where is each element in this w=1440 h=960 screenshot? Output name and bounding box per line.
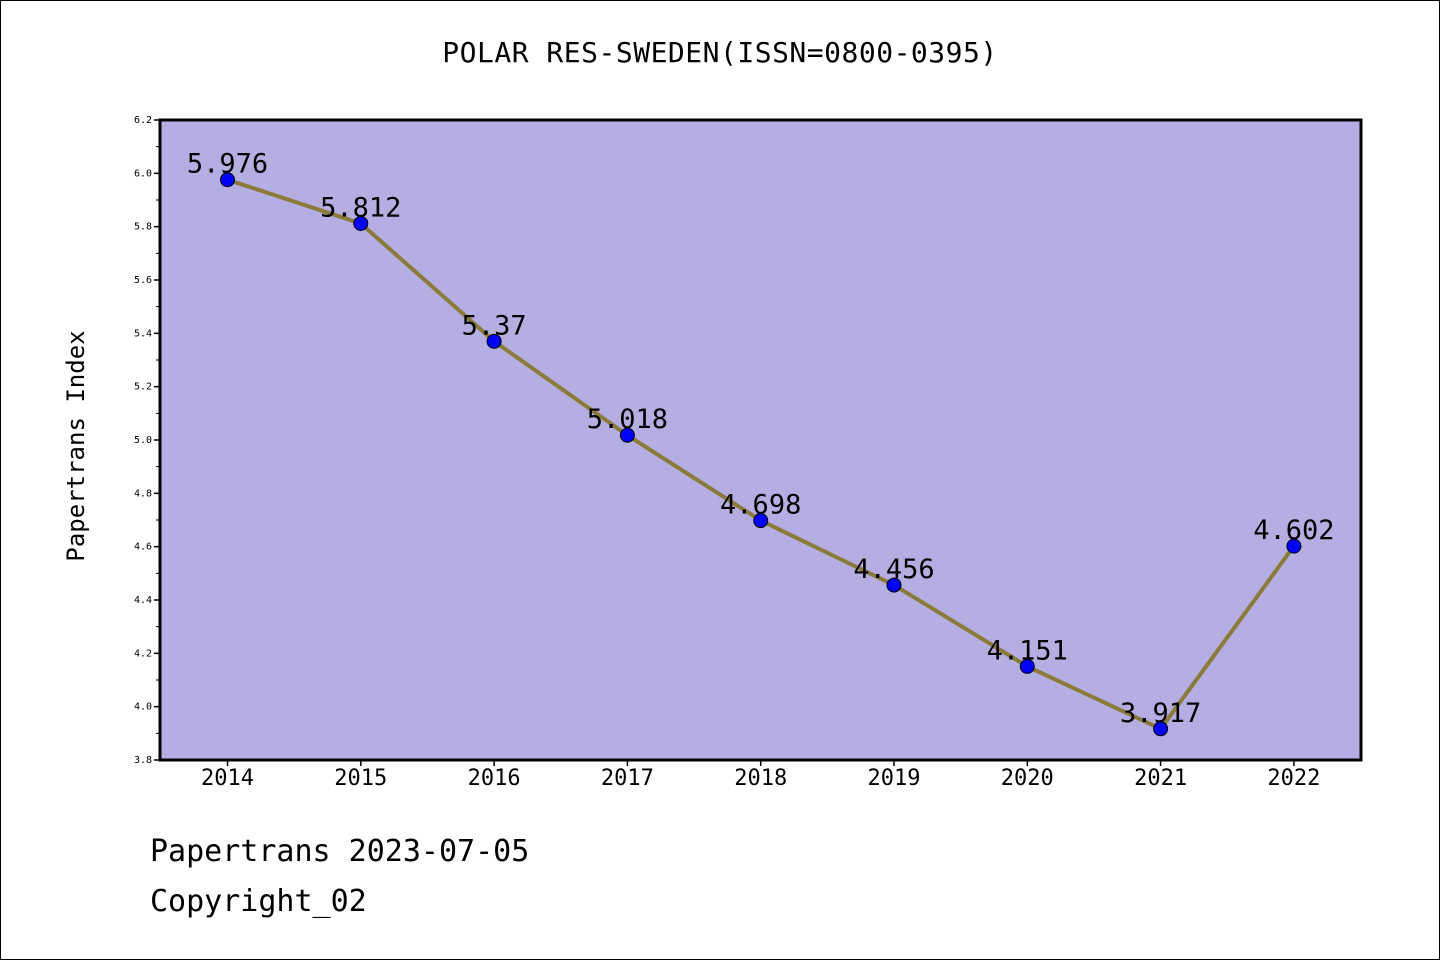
data-label: 4.151 [987, 635, 1068, 666]
y-tick-label: 5.6 [134, 275, 152, 286]
data-point [1019, 658, 1035, 674]
y-tick-label: 4.8 [134, 488, 152, 499]
data-label: 4.456 [853, 554, 934, 585]
plot-area [158, 118, 1363, 762]
data-point [619, 427, 635, 443]
y-tick-label: 4.2 [134, 648, 152, 659]
y-tick-label: 5.0 [134, 435, 152, 446]
data-label: 5.976 [187, 149, 268, 180]
x-tick-label: 2016 [468, 766, 521, 791]
y-tick-label: 5.2 [134, 382, 152, 393]
data-point [486, 333, 502, 349]
y-axis: 3.8 4.0 4.2 4.4 4.6 4.8 5.0 5.2 5.4 5.6 5.8 6.0 6.2 [134, 115, 160, 766]
x-tick-label: 2017 [601, 766, 654, 791]
x-tick-label: 2018 [734, 766, 787, 791]
data-label: 5.018 [587, 404, 668, 435]
y-tick-label: 6.0 [134, 168, 152, 179]
y-tick-label: 6.2 [134, 115, 152, 126]
data-label: 3.917 [1120, 698, 1201, 729]
footer-copyright: Copyright_02 [150, 884, 367, 919]
y-axis-label: Papertrans Index [62, 330, 90, 561]
y-tick-label: 5.8 [134, 222, 152, 233]
data-label: 4.602 [1253, 515, 1334, 546]
x-tick-label: 2015 [334, 766, 387, 791]
y-tick-label: 5.4 [134, 328, 152, 339]
y-tick-label: 4.4 [134, 595, 152, 606]
x-tick-label: 2022 [1267, 766, 1320, 791]
x-tick-label: 2014 [201, 766, 254, 791]
y-tick-label: 4.0 [134, 702, 152, 713]
data-point [886, 577, 902, 593]
x-tick-label: 2020 [1001, 766, 1054, 791]
data-label: 5.812 [320, 192, 401, 223]
data-point [220, 172, 235, 188]
x-tick-label: 2019 [868, 766, 921, 791]
y-tick-label: 3.8 [134, 755, 152, 766]
data-point [1286, 538, 1302, 554]
data-point [753, 513, 769, 529]
data-label: 5.37 [462, 310, 527, 341]
series-line-group: 5.976 5.812 5.37 5.018 4.698 4.456 4.151 3.917 4… [187, 149, 1335, 737]
footer-date: Papertrans 2023-07-05 [150, 834, 530, 869]
data-point [1153, 721, 1169, 737]
x-axis: 2014 2015 2016 2017 2018 2019 2020 2021 2022 [201, 760, 1320, 791]
y-tick-label: 4.6 [134, 542, 152, 553]
x-tick-label: 2021 [1134, 766, 1187, 791]
data-label: 4.698 [720, 490, 801, 521]
chart-title: POLAR RES-SWEDEN(ISSN=0800-0395) [442, 36, 998, 69]
data-point [353, 215, 369, 231]
